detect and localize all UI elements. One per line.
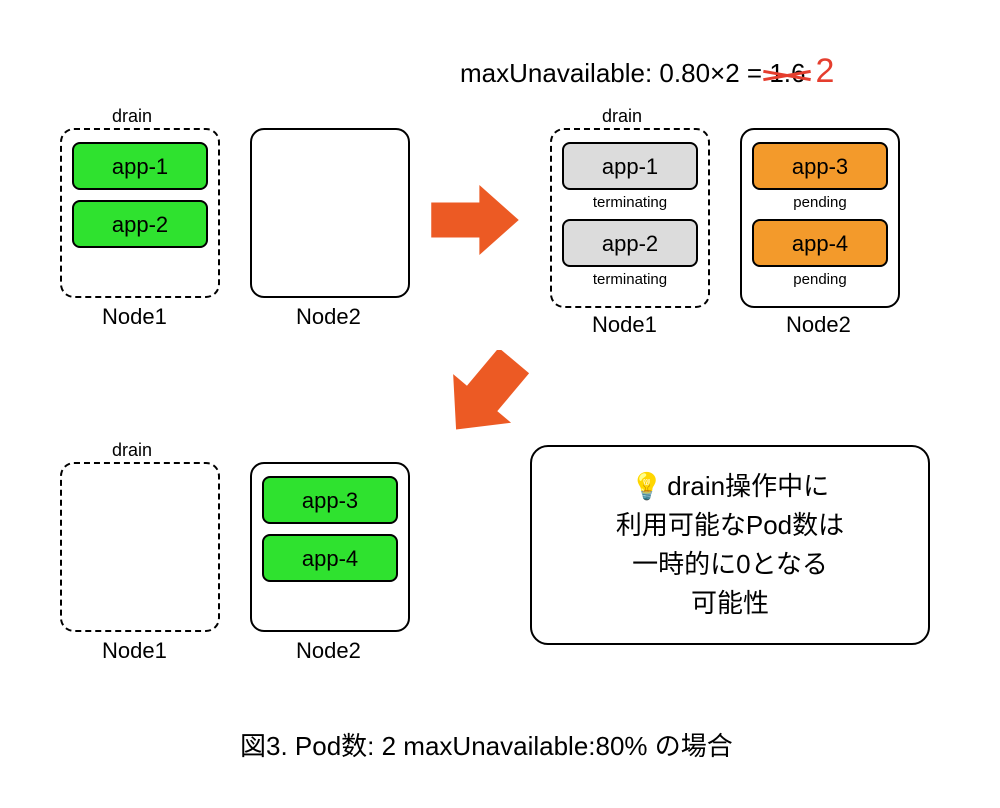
lightbulb-icon: 💡 [631, 471, 663, 501]
node-label: Node1 [592, 312, 657, 338]
node-label: Node2 [786, 312, 851, 338]
pod-box: app-1 [72, 142, 208, 190]
formula-text: maxUnavailable: 0.80×2 = 1.6 2 [460, 52, 834, 91]
pod-status: pending [752, 194, 888, 211]
node-box: app-3 app-4 [250, 462, 410, 632]
pod-box: app-4 [752, 219, 888, 267]
callout-line: 可能性 [691, 588, 769, 618]
node-label: Node1 [102, 304, 167, 330]
node-box: app-1 terminating app-2 terminating [550, 128, 710, 308]
node-box [60, 462, 220, 632]
pod-status: terminating [562, 194, 698, 211]
node-box [250, 128, 410, 298]
pod-box: app-2 [562, 219, 698, 267]
node-label: Node2 [296, 638, 361, 664]
pod-box: app-4 [262, 534, 398, 582]
pod-box: app-3 [262, 476, 398, 524]
callout-line: drain操作中に [667, 471, 829, 501]
pod-status: terminating [562, 271, 698, 288]
callout-text: 💡drain操作中に利用可能なPod数は一時的に0となる可能性 [616, 467, 844, 623]
callout-box: 💡drain操作中に利用可能なPod数は一時的に0となる可能性 [530, 445, 930, 645]
node-label: Node1 [102, 638, 167, 664]
callout-line: 利用可能なPod数は [616, 510, 844, 540]
arrow-icon [430, 185, 520, 255]
pod-box: app-3 [752, 142, 888, 190]
drain-label: drain [602, 106, 642, 127]
node-label: Node2 [296, 304, 361, 330]
arrow-icon [440, 350, 530, 440]
callout-line: 一時的に0となる [632, 549, 828, 579]
node-box: app-3 pending app-4 pending [740, 128, 900, 308]
pod-box: app-1 [562, 142, 698, 190]
formula-prefix: maxUnavailable: 0.80×2 = [460, 58, 769, 88]
formula-crossed: 1.6 [769, 58, 805, 89]
pod-box: app-2 [72, 200, 208, 248]
drain-label: drain [112, 106, 152, 127]
drain-label: drain [112, 440, 152, 461]
pod-status: pending [752, 271, 888, 288]
formula-result: 2 [815, 52, 834, 90]
figure-caption: 図3. Pod数: 2 maxUnavailable:80% の場合 [240, 726, 733, 763]
node-box: app-1 app-2 [60, 128, 220, 298]
